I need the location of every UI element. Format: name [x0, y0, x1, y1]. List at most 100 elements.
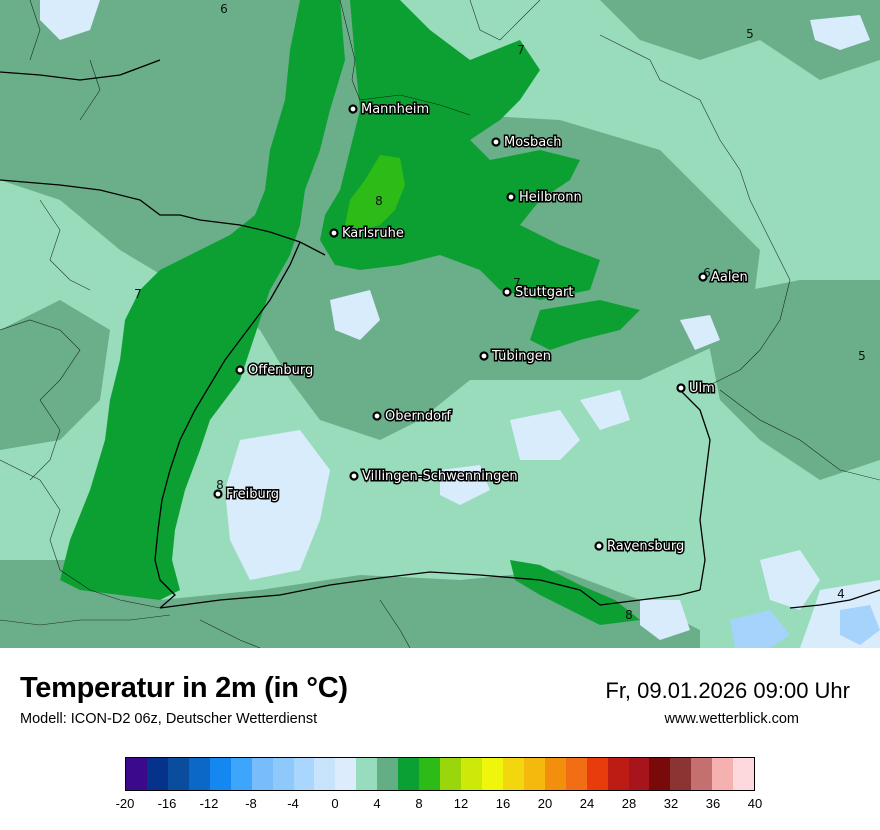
isoline-label: 4 [837, 587, 845, 601]
isoline-label: 7 [513, 276, 521, 290]
legend-tick: -4 [287, 796, 299, 811]
legend-tick: -12 [199, 796, 219, 811]
city-label: Oberndorf [385, 409, 451, 424]
legend-swatch [461, 758, 482, 790]
legend-swatch [502, 758, 524, 790]
city-dot [491, 137, 501, 147]
city-marker: Freiburg [213, 486, 281, 504]
city-dot [698, 272, 708, 282]
city-dot [479, 351, 489, 361]
legend-swatch [628, 758, 650, 790]
legend-swatch [230, 758, 252, 790]
city-marker: Tübingen [479, 348, 553, 366]
forecast-datetime: Fr, 09.01.2026 09:00 Uhr [605, 678, 850, 703]
website-link[interactable]: www.wetterblick.com [664, 711, 799, 727]
legend-tick: 28 [621, 796, 637, 811]
city-label: Mosbach [504, 135, 562, 150]
legend-swatch [126, 758, 147, 790]
legend-swatch [167, 758, 189, 790]
isoline-labels: 6 7 5 8 7 6 7 5 8 8 4 [134, 2, 866, 622]
isoline-label: 7 [134, 287, 142, 301]
legend-swatch [523, 758, 545, 790]
isoline-label: 7 [517, 43, 525, 57]
legend-swatch [607, 758, 629, 790]
map-footer: Temperatur in 2m (in °C) Modell: ICON-D2… [0, 648, 880, 830]
temperature-map: 6 7 5 8 7 6 7 5 8 8 4 Mannheim Mosbach Heilbronn Karl… [0, 0, 880, 648]
city-label: Offenburg [248, 363, 313, 378]
city-label: Ravensburg [607, 539, 684, 554]
city-dot [676, 383, 686, 393]
legend-swatch [712, 758, 734, 790]
legend-swatch [586, 758, 608, 790]
legend-swatch [565, 758, 587, 790]
city-marker: Mannheim [348, 101, 431, 119]
legend-tick: 20 [537, 796, 553, 811]
city-dot [329, 228, 339, 238]
city-dot [213, 489, 223, 499]
legend-swatch [691, 758, 713, 790]
lake-constance-warm-zone [510, 560, 640, 625]
legend-tick: -20 [115, 796, 135, 811]
legend-swatch [544, 758, 566, 790]
legend-swatch [314, 758, 336, 790]
isoline-label: 8 [375, 194, 383, 208]
legend-swatch [398, 758, 420, 790]
color-scale-legend [125, 757, 755, 791]
isoline-label: 6 [220, 2, 228, 16]
city-marker: Ravensburg [594, 538, 686, 556]
model-source: Modell: ICON-D2 06z, Deutscher Wetterdie… [20, 711, 318, 727]
isoline-label: 8 [216, 478, 224, 492]
isoline-label: 6 [703, 266, 711, 280]
legend-tick: 16 [495, 796, 511, 811]
isoline-label: 8 [625, 608, 633, 622]
city-label: Mannheim [361, 102, 429, 117]
city-dot [502, 287, 512, 297]
legend-swatch [481, 758, 503, 790]
city-marker: Ulm [676, 380, 716, 398]
city-dot [594, 541, 604, 551]
city-dot [235, 365, 245, 375]
legend-tick: 40 [747, 796, 763, 811]
legend-swatch [272, 758, 294, 790]
legend-tick: 4 [373, 796, 381, 811]
city-marker: Mosbach [491, 134, 563, 152]
city-label: Ulm [689, 381, 715, 396]
legend-swatch [649, 758, 671, 790]
map-canvas: 6 7 5 8 7 6 7 5 8 8 4 Mannheim Mosbach Heilbronn Karl… [0, 0, 880, 648]
legend-swatch [670, 758, 692, 790]
legend-swatch [356, 758, 378, 790]
isoline-label: 5 [858, 349, 866, 363]
city-label: Villingen-Schwenningen [362, 469, 518, 484]
legend-swatch [419, 758, 441, 790]
city-dot [348, 104, 358, 114]
city-dot [506, 192, 516, 202]
rhine-valley-warm-zone [60, 0, 345, 600]
legend-tick: -8 [245, 796, 257, 811]
temperature-zone-minus2-0 [730, 605, 880, 648]
isoline-label: 5 [746, 27, 754, 41]
legend-swatch [293, 758, 315, 790]
city-marker: Karlsruhe [329, 225, 405, 243]
map-title: Temperatur in 2m (in °C) [20, 672, 348, 704]
legend-tick: 24 [579, 796, 595, 811]
city-label: Karlsruhe [342, 226, 404, 241]
legend-swatch [188, 758, 210, 790]
city-label: Freiburg [226, 487, 279, 502]
country-borders [0, 59, 880, 609]
district-borders [0, 0, 880, 648]
legend-tick-labels: -20 -16 -12 -8 -4 0 4 8 12 16 20 24 28 32 36 40 [0, 796, 880, 816]
city-marker: Stuttgart [502, 284, 575, 302]
legend-swatch [146, 758, 168, 790]
stuttgart-warm-zone [530, 300, 640, 350]
city-marker: Villingen-Schwenningen [349, 468, 519, 486]
city-label: Aalen [711, 270, 748, 285]
city-label: Stuttgart [515, 285, 573, 300]
legend-swatch [209, 758, 231, 790]
legend-tick: 36 [705, 796, 721, 811]
neckar-warm-zone [320, 0, 600, 300]
legend-tick: 0 [331, 796, 339, 811]
legend-swatch [377, 758, 399, 790]
city-markers: Mannheim Mosbach Heilbronn Karlsruhe Stuttga… [213, 101, 749, 556]
city-dot [372, 411, 382, 421]
legend-swatch [335, 758, 357, 790]
